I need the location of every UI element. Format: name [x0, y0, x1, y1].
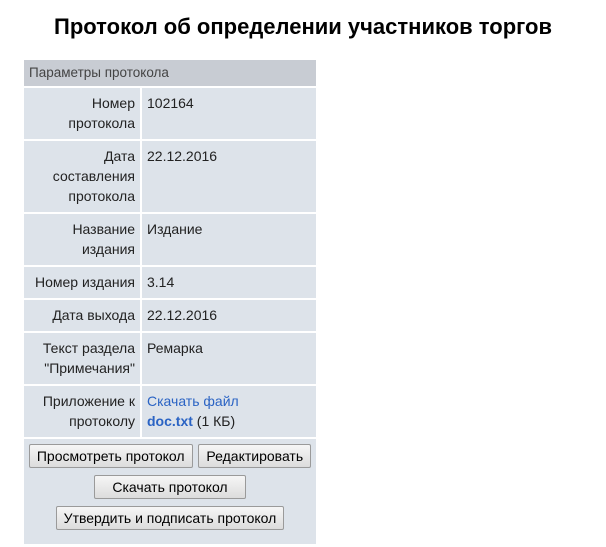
table-row: Номер протокола 102164 — [24, 88, 316, 141]
download-protocol-button[interactable]: Скачать протокол — [94, 475, 246, 499]
row-value: 3.14 — [141, 266, 316, 300]
row-label: Дата выхода — [24, 299, 142, 333]
row-label: Номер издания — [24, 266, 142, 300]
row-value: Скачать файл doc.txt (1 КБ) — [141, 385, 316, 439]
view-protocol-button[interactable]: Просмотреть протокол — [28, 444, 193, 468]
parameters-table: Номер протокола 102164 Дата составления п… — [24, 88, 316, 439]
row-label: Текст раздела "Примечания" — [24, 332, 142, 386]
row-value: Ремарка — [141, 332, 316, 386]
row-label: Название издания — [24, 213, 142, 267]
edit-button[interactable]: Редактировать — [198, 444, 312, 468]
row-value: 22.12.2016 — [141, 299, 316, 333]
file-link[interactable]: doc.txt — [147, 413, 193, 429]
table-row: Приложение к протоколу Скачать файл doc.… — [24, 385, 316, 439]
download-file-link[interactable]: Скачать файл — [147, 393, 239, 409]
table-row: Номер издания 3.14 — [24, 266, 316, 300]
file-size: (1 КБ) — [196, 413, 236, 429]
table-row: Название издания Издание — [24, 213, 316, 267]
page-title: Протокол об определении участников торго… — [54, 14, 552, 39]
row-value: 22.12.2016 — [141, 140, 316, 214]
row-label: Приложение к протоколу — [24, 385, 142, 439]
actions: Просмотреть протокол Редактировать Скача… — [24, 439, 316, 544]
table-row: Дата составления протокола 22.12.2016 — [24, 140, 316, 214]
table-row: Дата выхода 22.12.2016 — [24, 299, 316, 333]
panel-header: Параметры протокола — [24, 60, 316, 88]
approve-sign-button[interactable]: Утвердить и подписать протокол — [55, 506, 285, 530]
row-label: Дата составления протокола — [24, 140, 142, 214]
protocol-parameters-panel: Параметры протокола Номер протокола 10216… — [24, 60, 316, 544]
row-value: Издание — [141, 213, 316, 267]
row-label: Номер протокола — [24, 88, 142, 141]
table-row: Текст раздела "Примечания" Ремарка — [24, 332, 316, 386]
row-value: 102164 — [141, 88, 316, 141]
